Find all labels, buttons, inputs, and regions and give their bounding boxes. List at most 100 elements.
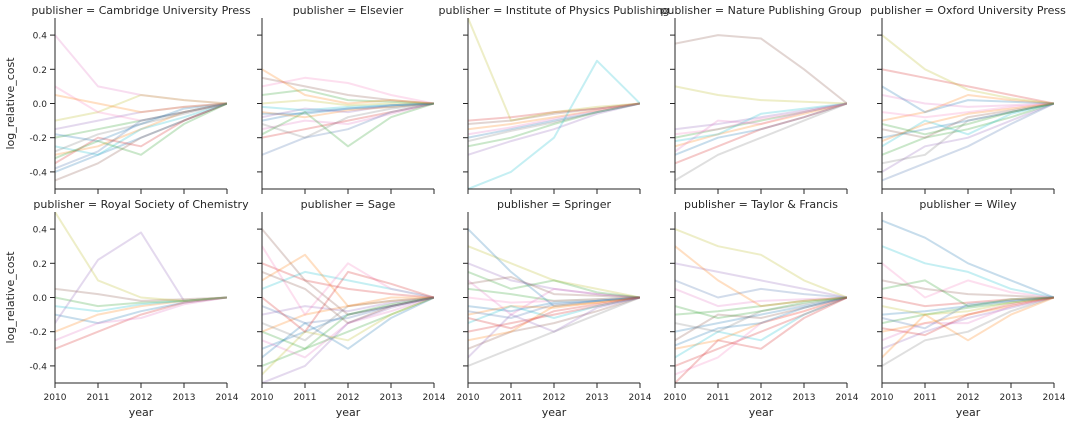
y-tick-label: -0.4 (29, 362, 47, 372)
series-line (468, 279, 640, 316)
series-line (262, 262, 434, 299)
y-tick-label: 0.2 (33, 260, 47, 270)
series-line (55, 102, 227, 173)
series-line (882, 296, 1054, 316)
x-tick-label: 2011 (707, 393, 730, 403)
x-tick-label: 2014 (1043, 393, 1066, 403)
y-tick-label: 0.4 (33, 226, 48, 236)
series-line (262, 245, 434, 316)
series-line (468, 296, 640, 359)
y-tick-label: -0.2 (29, 328, 47, 338)
series-line (882, 296, 1054, 333)
series-line (262, 102, 434, 139)
x-tick-label: 2010 (251, 393, 274, 403)
series-lines (262, 228, 434, 383)
series-line (882, 296, 1054, 325)
facet-title: publisher = Oxford University Press (870, 4, 1066, 17)
series-line (882, 102, 1054, 173)
series-lines (55, 34, 227, 182)
series-line (675, 102, 847, 165)
series-line (882, 296, 1054, 308)
series-line (882, 296, 1054, 359)
facet-title: publisher = Taylor & Francis (684, 198, 838, 211)
series-line (675, 102, 847, 131)
series-line (468, 287, 640, 302)
x-tick-label: 2011 (87, 393, 110, 403)
series-line (468, 296, 640, 367)
series-line (882, 102, 1054, 182)
x-tick-label: 2010 (457, 393, 480, 403)
facet-5: publisher = Royal Society of Chemistry 0.… (4, 198, 249, 419)
series-line (262, 270, 434, 325)
series-line (882, 102, 1054, 119)
facet-grid: publisher = Cambridge University Press 0.… (4, 4, 1066, 419)
series-line (468, 18, 640, 122)
facet-title: publisher = Cambridge University Press (31, 4, 250, 17)
series-line (262, 102, 434, 122)
series-line (882, 34, 1054, 105)
series-line (675, 279, 847, 299)
series-line (468, 296, 640, 319)
series-line (468, 296, 640, 342)
series-line (675, 296, 847, 342)
series-line (262, 228, 434, 316)
series-line (468, 262, 640, 299)
series-line (882, 279, 1054, 308)
series-line (882, 102, 1054, 143)
x-tick-label: 2011 (500, 393, 523, 403)
series-line (882, 68, 1054, 105)
series-line (262, 102, 434, 156)
series-line (262, 296, 434, 316)
series-line (262, 76, 434, 105)
series-line (468, 296, 640, 304)
facet-7: publisher = Springer 2010 2011 2012 2013 2014… (457, 198, 652, 419)
x-tick-label: 2010 (871, 393, 894, 403)
series-line (262, 296, 434, 333)
series-line (262, 296, 434, 376)
y-tick-label: -0.2 (29, 134, 47, 144)
x-tick-label: 2012 (750, 393, 773, 403)
series-line (882, 94, 1054, 122)
series-lines (882, 219, 1054, 367)
x-tick-label: 2012 (957, 393, 980, 403)
y-axis-label: log_relative_cost (4, 57, 17, 150)
series-line (468, 102, 640, 156)
series-line (55, 212, 227, 302)
series-line (675, 245, 847, 308)
x-axis-label: year (749, 406, 774, 419)
x-tick-label: 2014 (629, 393, 652, 403)
series-line (468, 102, 640, 148)
series-line (675, 102, 847, 143)
series-line (882, 296, 1054, 316)
series-line (468, 276, 640, 299)
series-lines (55, 212, 227, 350)
series-line (882, 262, 1054, 299)
series-line (55, 296, 227, 313)
series-line (675, 296, 847, 367)
facet-4: publisher = Oxford University Press (870, 4, 1066, 194)
series-line (468, 296, 640, 325)
facet-title: publisher = Nature Publishing Group (660, 4, 861, 17)
x-tick-label: 2014 (836, 393, 859, 403)
series-line (675, 34, 847, 105)
series-line (675, 102, 847, 156)
series-line (675, 102, 847, 153)
x-tick-label: 2013 (793, 393, 816, 403)
series-line (882, 296, 1054, 367)
series-line (262, 88, 434, 105)
series-line (55, 296, 227, 342)
y-tick-label: 0.0 (33, 294, 48, 304)
series-line (262, 296, 434, 367)
series-line (55, 102, 227, 156)
series-line (262, 102, 434, 119)
series-line (55, 102, 227, 170)
facet-9: publisher = Wiley 2010 2011 2012 2013 2014 yea… (871, 198, 1066, 419)
series-line (468, 102, 640, 139)
series-line (468, 102, 640, 125)
series-line (675, 296, 847, 350)
series-line (55, 102, 227, 182)
series-line (262, 102, 434, 115)
facet-6: publisher = Sage 2010 2011 2012 2013 2014 year (251, 198, 446, 419)
series-line (262, 102, 434, 119)
